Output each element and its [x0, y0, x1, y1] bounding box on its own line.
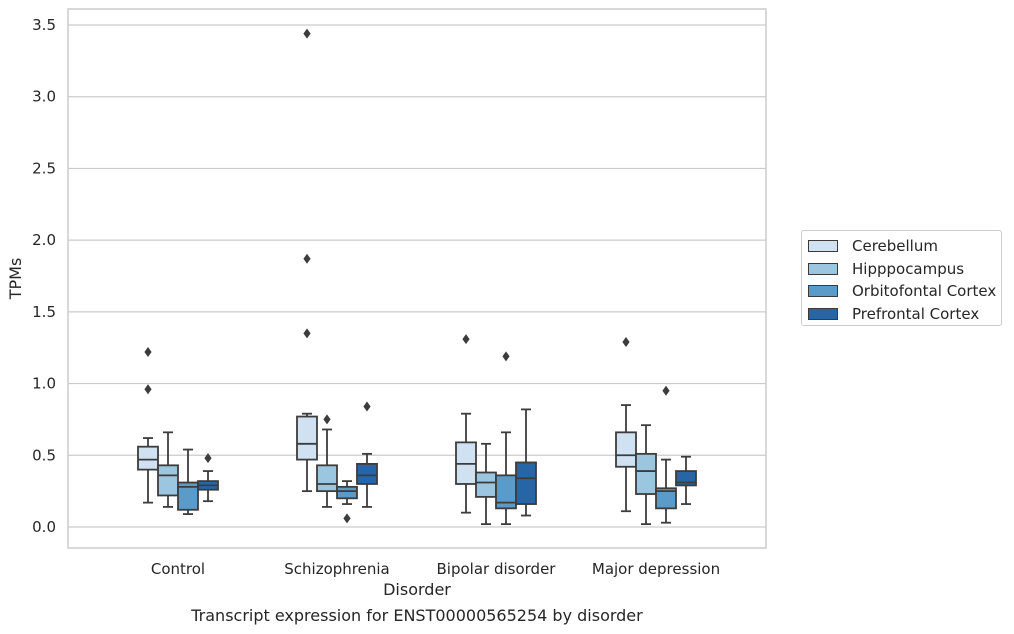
box-hipppocampus-1 [316, 414, 338, 508]
x-tick-label: Control [151, 560, 205, 578]
box-orbitofontal-cortex-0 [177, 448, 199, 515]
box-iqr [296, 415, 318, 461]
x-tick-label: Bipolar disorder [437, 560, 557, 578]
grid [68, 24, 766, 528]
box-prefrontal-cortex-0 [197, 453, 219, 503]
legend-label: Prefrontal Cortex [852, 304, 980, 323]
box-iqr [177, 481, 199, 511]
box-prefrontal-cortex-3 [675, 455, 697, 505]
box-orbitofontal-cortex-2 [495, 351, 517, 526]
box-hipppocampus-3 [635, 424, 657, 526]
outlier-point [502, 351, 510, 362]
y-tick-label: 3.0 [32, 88, 56, 106]
legend-swatch [808, 240, 838, 253]
plot-frame [67, 8, 767, 549]
box-hipppocampus-0 [157, 431, 179, 508]
box-iqr [336, 485, 358, 500]
box-iqr [137, 445, 159, 471]
box-iqr [655, 487, 677, 510]
box-cerebellum-1 [296, 28, 318, 493]
legend-item: Prefrontal Cortex [808, 303, 1001, 326]
legend: Cerebellum Hipppocampus Orbitofontal Corte… [801, 230, 1002, 326]
y-tick-label: 3.5 [32, 16, 56, 34]
outlier-point [662, 385, 670, 396]
outlier-point [303, 328, 311, 339]
legend-label: Orbitofontal Cortex [852, 282, 997, 301]
outlier-point [462, 334, 470, 345]
outlier-point [144, 384, 152, 395]
outlier-point [323, 414, 331, 425]
x-tick-label: Major depression [592, 560, 720, 578]
box-hipppocampus-2 [475, 442, 497, 526]
y-tick-label: 1.0 [32, 375, 56, 393]
box-iqr [635, 452, 657, 495]
box-orbitofontal-cortex-1 [336, 480, 358, 524]
y-tick-label: 0.0 [32, 518, 56, 536]
box-iqr [316, 464, 338, 493]
outlier-point [204, 453, 212, 464]
box-cerebellum-3 [615, 336, 637, 513]
box-iqr [515, 461, 537, 505]
outlier-point [363, 401, 371, 412]
legend-label: Hipppocampus [852, 259, 965, 278]
legend-swatch [808, 307, 838, 320]
outlier-point [622, 336, 630, 347]
box-cerebellum-0 [137, 347, 159, 504]
box-iqr [356, 462, 378, 485]
outlier-point [303, 28, 311, 39]
outlier-point [343, 513, 351, 524]
x-axis-title: Disorder [383, 580, 451, 599]
y-tick-label: 2.5 [32, 159, 56, 177]
legend-swatch [808, 262, 838, 275]
legend-swatch [808, 285, 838, 298]
box-prefrontal-cortex-2 [515, 408, 537, 517]
x-tick-labels: Control Schizophrenia Bipolar disorder Majo… [151, 560, 720, 578]
box-iqr [157, 464, 179, 497]
y-axis-title: TPMs [6, 258, 25, 301]
y-tick-label: 2.0 [32, 231, 56, 249]
outlier-point [303, 253, 311, 264]
box-orbitofontal-cortex-3 [655, 385, 677, 524]
outlier-point [144, 347, 152, 358]
boxes [137, 28, 697, 526]
box-cerebellum-2 [455, 334, 477, 514]
chart-caption: Transcript expression for ENST0000056525… [191, 606, 643, 625]
y-tick-label: 1.5 [32, 303, 56, 321]
y-tick-labels: 0.0 0.5 1.0 1.5 2.0 2.5 3.0 3.5 [32, 16, 56, 536]
y-tick-label: 0.5 [32, 446, 56, 464]
box-iqr [475, 471, 497, 498]
legend-label: Cerebellum [852, 237, 938, 256]
legend-item: Cerebellum [808, 235, 1001, 258]
legend-item: Orbitofontal Cortex [808, 280, 1001, 303]
box-iqr [615, 431, 637, 468]
legend-item: Hipppocampus [808, 258, 1001, 281]
x-tick-label: Schizophrenia [284, 560, 389, 578]
box-prefrontal-cortex-1 [356, 401, 378, 508]
